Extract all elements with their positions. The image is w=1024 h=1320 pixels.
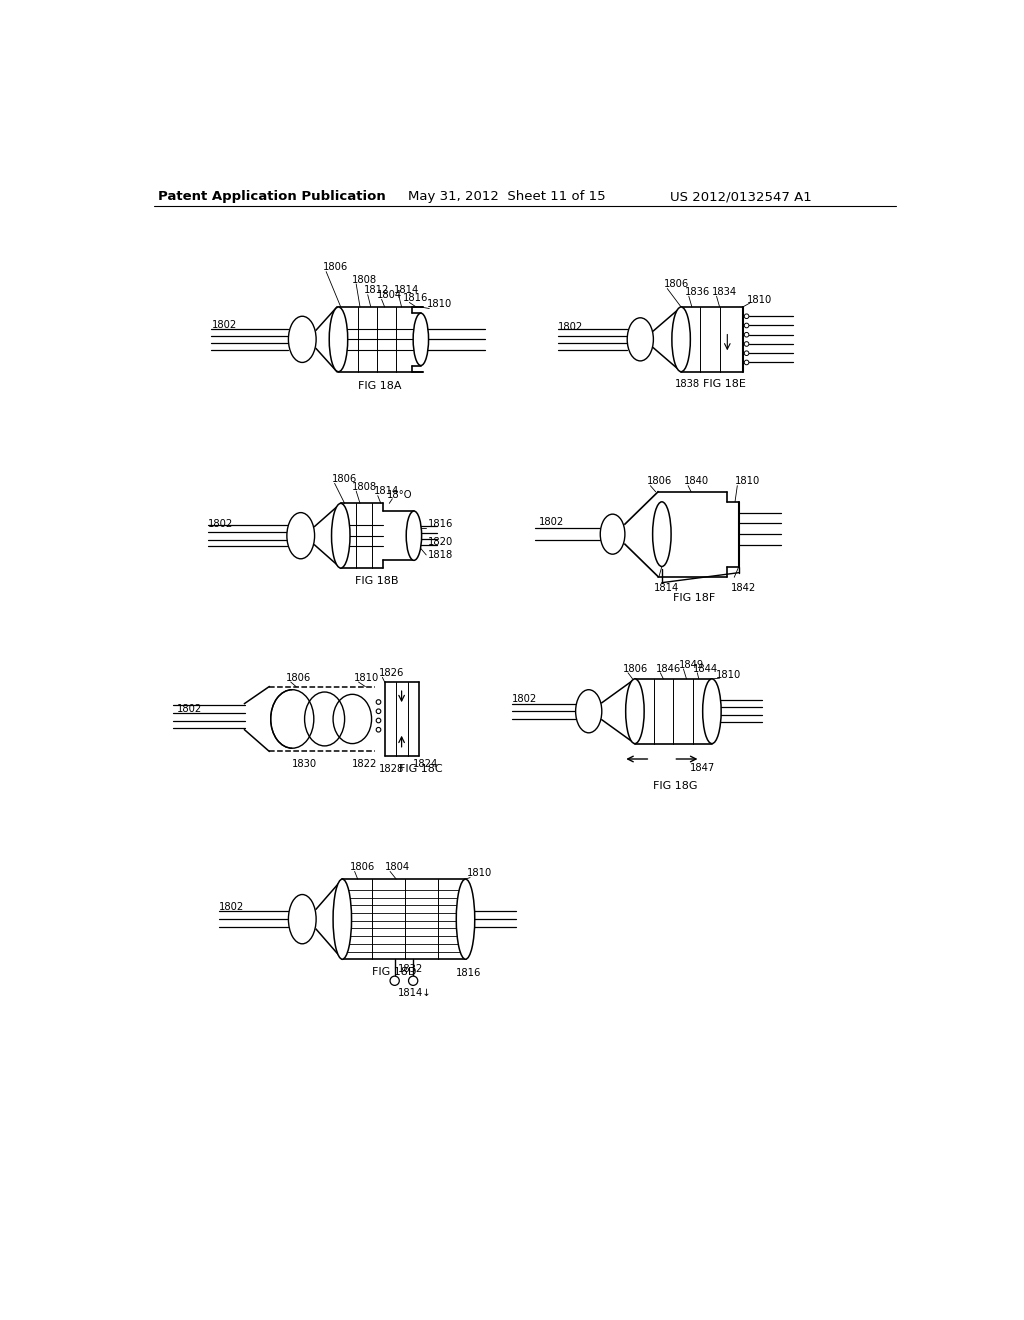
Text: 1812: 1812 — [364, 285, 389, 296]
Text: US 2012/0132547 A1: US 2012/0132547 A1 — [670, 190, 811, 203]
Text: FIG 18G: FIG 18G — [652, 780, 697, 791]
Text: 1806: 1806 — [350, 862, 375, 873]
Text: 1820: 1820 — [428, 537, 453, 548]
Text: 1846: 1846 — [655, 664, 681, 673]
Ellipse shape — [626, 678, 644, 743]
Text: May 31, 2012  Sheet 11 of 15: May 31, 2012 Sheet 11 of 15 — [408, 190, 605, 203]
Text: 1802: 1802 — [211, 321, 237, 330]
Circle shape — [744, 360, 749, 364]
Circle shape — [390, 977, 399, 985]
Text: 1804: 1804 — [385, 862, 410, 873]
Text: 1802: 1802 — [208, 519, 232, 529]
Ellipse shape — [457, 879, 475, 960]
Text: 1816: 1816 — [457, 969, 481, 978]
Text: 1810: 1810 — [746, 294, 772, 305]
Text: FIG 18D: FIG 18D — [372, 966, 416, 977]
Ellipse shape — [407, 511, 422, 561]
Ellipse shape — [702, 678, 721, 743]
Ellipse shape — [332, 503, 350, 568]
Ellipse shape — [672, 308, 690, 372]
Text: 1828: 1828 — [379, 763, 403, 774]
Circle shape — [409, 977, 418, 985]
Text: 1844: 1844 — [692, 664, 718, 673]
Text: 1802: 1802 — [512, 694, 537, 705]
Text: 1808: 1808 — [352, 482, 378, 492]
Text: Patent Application Publication: Patent Application Publication — [158, 190, 385, 203]
Circle shape — [376, 709, 381, 714]
Circle shape — [744, 323, 749, 327]
Ellipse shape — [628, 318, 653, 360]
Text: 1824: 1824 — [413, 759, 438, 770]
Ellipse shape — [333, 879, 351, 960]
Circle shape — [376, 727, 381, 733]
Text: 1806: 1806 — [323, 263, 348, 272]
Text: 1810: 1810 — [716, 669, 741, 680]
Ellipse shape — [575, 689, 602, 733]
Text: 1849: 1849 — [679, 660, 705, 669]
Text: 1806: 1806 — [286, 673, 311, 682]
Circle shape — [744, 351, 749, 355]
Circle shape — [744, 342, 749, 346]
Ellipse shape — [287, 512, 314, 558]
Text: 1814: 1814 — [654, 583, 679, 594]
Text: FIG 18E: FIG 18E — [702, 379, 745, 389]
Text: 1818: 1818 — [428, 549, 453, 560]
Ellipse shape — [413, 313, 429, 366]
Text: 1806: 1806 — [665, 280, 689, 289]
Text: 1838: 1838 — [675, 379, 700, 389]
Ellipse shape — [330, 308, 348, 372]
Text: 1802: 1802 — [177, 704, 202, 714]
Text: 1810: 1810 — [354, 673, 379, 682]
Text: 1802: 1802 — [219, 903, 245, 912]
Text: 1814: 1814 — [394, 285, 419, 296]
Text: 1802: 1802 — [539, 517, 564, 527]
Text: 1830: 1830 — [292, 759, 317, 770]
Circle shape — [744, 333, 749, 337]
Ellipse shape — [289, 317, 316, 363]
Text: 1834: 1834 — [712, 286, 737, 297]
Ellipse shape — [600, 515, 625, 554]
Text: FIG 18B: FIG 18B — [354, 576, 398, 586]
Text: 1842: 1842 — [731, 583, 757, 594]
Text: FIG 18A: FIG 18A — [357, 381, 401, 391]
Ellipse shape — [652, 502, 671, 566]
Text: 18°O: 18°O — [387, 490, 413, 499]
Text: 1806: 1806 — [646, 477, 672, 486]
Circle shape — [744, 314, 749, 318]
Circle shape — [376, 718, 381, 723]
Text: 1826: 1826 — [379, 668, 403, 678]
Text: 1814↓: 1814↓ — [397, 989, 431, 998]
Text: 1802: 1802 — [558, 322, 583, 333]
Text: 1804: 1804 — [377, 290, 402, 300]
Text: 1810: 1810 — [467, 869, 493, 878]
Circle shape — [376, 700, 381, 705]
Text: 1806: 1806 — [624, 664, 648, 673]
Text: 1814: 1814 — [374, 487, 399, 496]
Text: 1816: 1816 — [403, 293, 428, 304]
Text: 1836: 1836 — [685, 286, 711, 297]
Text: 1808: 1808 — [352, 275, 378, 285]
Text: 1840: 1840 — [683, 477, 709, 486]
Text: 1816: 1816 — [428, 519, 454, 529]
Text: 1822: 1822 — [352, 759, 378, 770]
Text: FIG 18C: FIG 18C — [392, 763, 443, 774]
Text: 1810: 1810 — [427, 300, 453, 309]
Text: FIG 18F: FIG 18F — [674, 594, 716, 603]
Text: 1806: 1806 — [332, 474, 356, 484]
Text: 1810: 1810 — [735, 477, 760, 486]
Text: 1847: 1847 — [690, 763, 716, 772]
Ellipse shape — [289, 895, 316, 944]
Text: 1832: 1832 — [397, 964, 423, 974]
